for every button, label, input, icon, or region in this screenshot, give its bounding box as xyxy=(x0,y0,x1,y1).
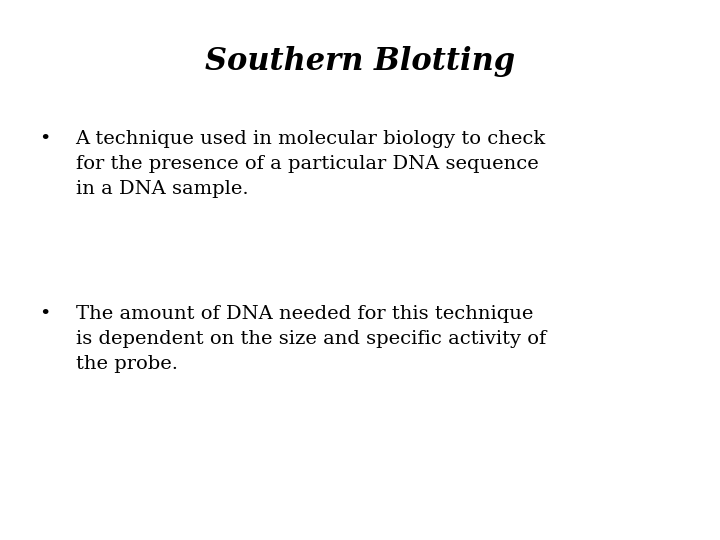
Text: A technique used in molecular biology to check
for the presence of a particular : A technique used in molecular biology to… xyxy=(76,130,546,198)
Text: Southern Blotting: Southern Blotting xyxy=(205,46,515,77)
Text: •: • xyxy=(40,305,51,323)
Text: The amount of DNA needed for this technique
is dependent on the size and specifi: The amount of DNA needed for this techni… xyxy=(76,305,546,373)
Text: •: • xyxy=(40,130,51,147)
